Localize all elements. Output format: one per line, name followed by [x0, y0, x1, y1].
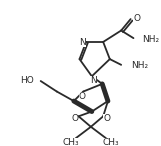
Text: NH₂: NH₂	[142, 35, 159, 44]
Text: O: O	[71, 114, 78, 123]
Text: NH₂: NH₂	[132, 61, 149, 70]
Text: N: N	[90, 76, 97, 85]
Text: O: O	[79, 92, 86, 101]
Text: HO: HO	[20, 76, 34, 85]
Text: O: O	[133, 14, 140, 23]
Text: CH₃: CH₃	[102, 138, 119, 146]
Text: N: N	[79, 38, 86, 47]
Text: CH₃: CH₃	[63, 138, 79, 146]
Text: O: O	[104, 114, 110, 123]
